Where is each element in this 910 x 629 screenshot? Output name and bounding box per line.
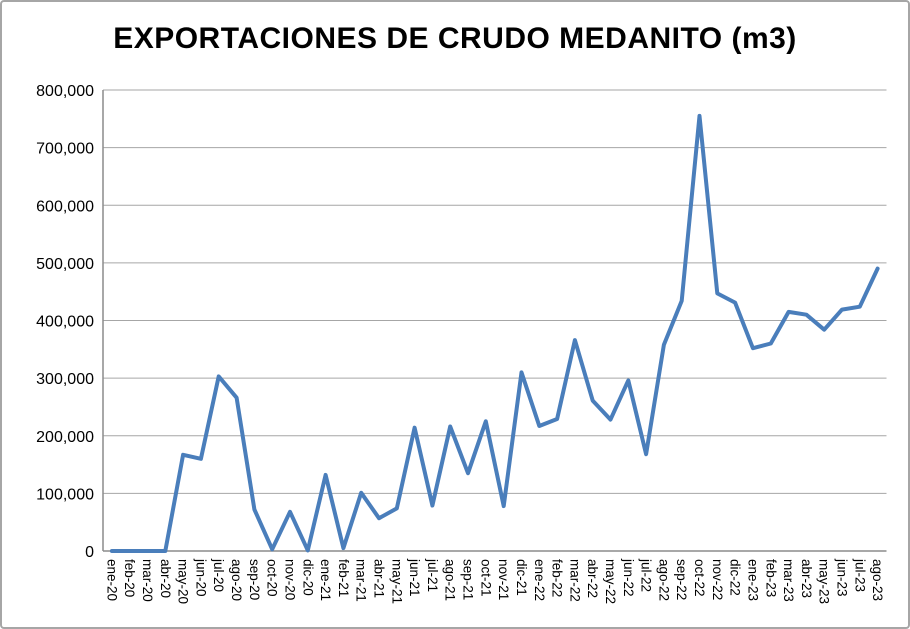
x-axis-label: abr-23 — [799, 559, 814, 598]
x-axis-label: ago-21 — [443, 559, 458, 601]
x-axis-label: sep-21 — [461, 559, 476, 600]
x-axis-label: ene-22 — [532, 559, 547, 601]
x-axis-label: feb-22 — [550, 559, 565, 597]
x-axis-label: abr-22 — [585, 559, 600, 598]
y-axis-label: 300,000 — [36, 371, 94, 388]
x-axis-label: nov-21 — [496, 559, 511, 600]
x-axis-label: jul-21 — [425, 558, 440, 592]
x-axis-label: jun-22 — [621, 558, 636, 597]
x-axis-label: abr-21 — [372, 559, 387, 598]
x-axis-label: ago-20 — [229, 559, 244, 601]
x-axis-label: may-20 — [176, 559, 191, 604]
x-axis-label: feb-21 — [336, 559, 351, 597]
x-axis-label: oct-20 — [265, 559, 280, 597]
y-axis-label: 0 — [85, 544, 94, 561]
x-axis-label: nov-20 — [283, 559, 298, 600]
x-axis-label: sep-22 — [674, 559, 689, 600]
x-axis-label: jun-21 — [407, 558, 422, 597]
x-axis-label: abr-20 — [158, 559, 173, 598]
x-axis-label: dic-21 — [514, 559, 529, 596]
x-axis-label: may-22 — [603, 559, 618, 604]
chart-title: EXPORTACIONES DE CRUDO MEDANITO (m3) — [113, 22, 797, 55]
x-axis-label: ene-23 — [745, 559, 760, 601]
x-axis-label: ago-23 — [870, 559, 885, 601]
x-axis-label: sep-20 — [247, 559, 262, 600]
x-axis-label: ago-22 — [656, 559, 671, 601]
y-axis-label: 700,000 — [36, 141, 94, 158]
x-axis-label: dic-20 — [300, 559, 315, 596]
x-axis-label: dic-22 — [728, 559, 743, 596]
y-axis-label: 600,000 — [36, 198, 94, 215]
x-axis-label: jun-23 — [835, 558, 850, 597]
x-axis-label: mar-21 — [354, 559, 369, 602]
x-axis-label: jul-22 — [639, 558, 654, 592]
data-series-line — [109, 113, 880, 553]
y-axis-label: 200,000 — [36, 429, 94, 446]
x-axis-label: mar-23 — [781, 559, 796, 602]
x-axis-label: may-23 — [817, 559, 832, 604]
y-axis-label: 100,000 — [36, 486, 94, 503]
y-axis-label: 400,000 — [36, 314, 94, 331]
x-axis-label: jun-20 — [193, 558, 208, 597]
x-axis-label: mar-22 — [567, 559, 582, 602]
x-axis-label: jul-20 — [211, 558, 226, 592]
x-axis-label: feb-20 — [122, 559, 137, 597]
y-axis-label: 800,000 — [36, 83, 94, 100]
x-axis-label: nov-22 — [710, 559, 725, 600]
x-axis-label: feb-23 — [763, 559, 778, 597]
x-axis-label: ene-20 — [104, 559, 119, 601]
x-axis-label: mar-20 — [140, 559, 155, 602]
x-axis-label: oct-21 — [478, 559, 493, 597]
x-axis-label: may-21 — [389, 559, 404, 604]
x-axis-label: ene-21 — [318, 559, 333, 601]
y-axis-label: 500,000 — [36, 256, 94, 273]
x-axis-label: oct-22 — [692, 559, 707, 597]
x-axis-label: jul-23 — [852, 558, 867, 592]
